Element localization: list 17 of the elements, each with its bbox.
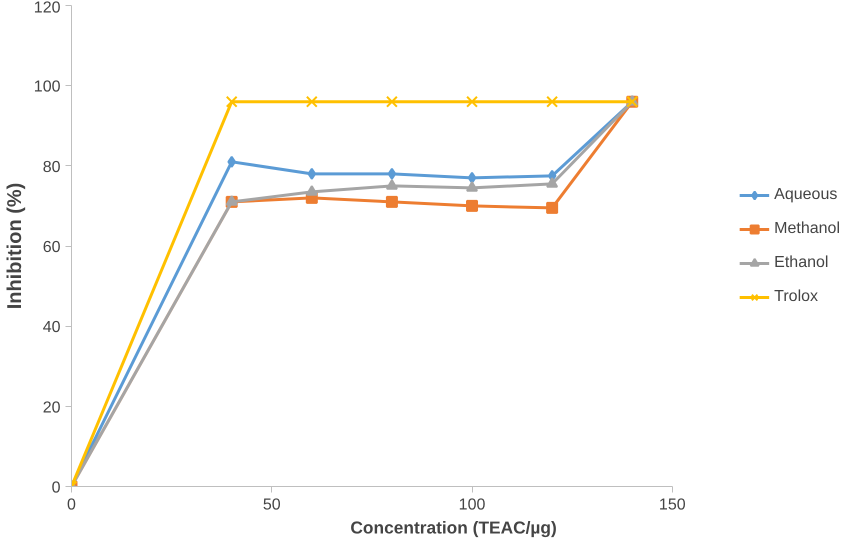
y-tick-label: 60 bbox=[42, 239, 61, 256]
legend-label: Trolox bbox=[774, 288, 818, 306]
y-tick-label: 100 bbox=[34, 78, 61, 96]
y-tick-label: 80 bbox=[42, 158, 61, 176]
y-tick-label: 20 bbox=[42, 399, 61, 416]
y-tick-label: 120 bbox=[34, 0, 61, 16]
legend-label: Methanol bbox=[774, 220, 840, 238]
x-tick-label: 100 bbox=[458, 496, 486, 514]
x-axis-title: Concentration (TEAC/µg) bbox=[350, 518, 557, 538]
y-tick-label: 40 bbox=[42, 319, 61, 336]
legend-label: Ethanol bbox=[774, 254, 828, 272]
y-tick-label: 0 bbox=[52, 480, 61, 496]
x-tick-label: 150 bbox=[658, 496, 686, 514]
legend-label: Aqueous bbox=[774, 186, 838, 204]
y-axis-title: Inhibition (%) bbox=[4, 182, 26, 310]
x-tick-label: 0 bbox=[67, 496, 76, 514]
x-tick-label: 50 bbox=[262, 496, 281, 514]
